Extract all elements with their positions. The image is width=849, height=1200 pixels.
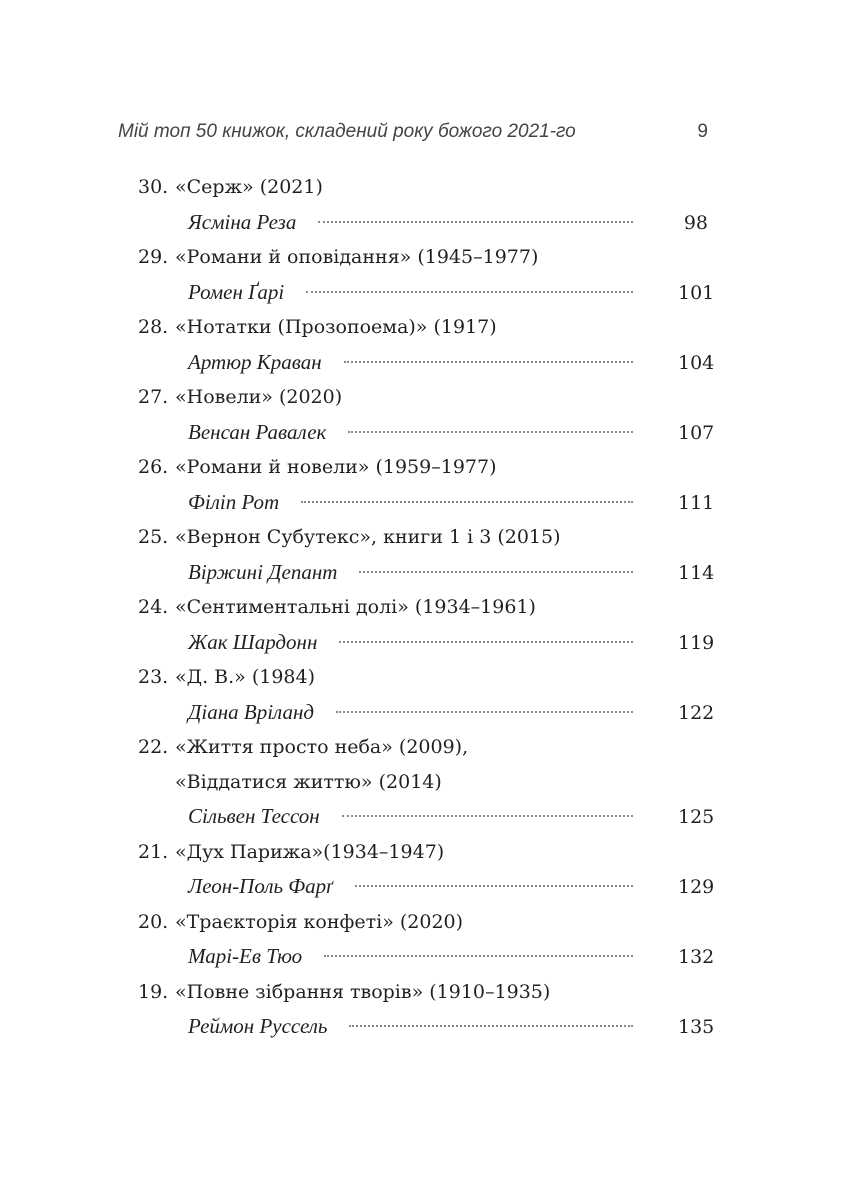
entry-author: Венсан Равалек (188, 419, 327, 444)
entry-page: 114 (678, 561, 715, 584)
entry-page: 111 (678, 491, 715, 514)
entry-page: 129 (678, 876, 715, 898)
page-number: 9 (697, 121, 708, 142)
entry-author: Ясміна Реза (188, 209, 297, 234)
entry-title: «Дух Парижа»(1934–1947) (175, 840, 445, 863)
entry-author: Діана Вріланд (188, 699, 314, 724)
entry-title: «Серж» (2021) (175, 176, 323, 198)
entry-page: 135 (678, 1016, 715, 1038)
entry-page: 98 (683, 211, 708, 234)
entry-title: «Новели» (2020) (175, 386, 343, 408)
entry-page: 107 (678, 421, 715, 444)
entry-author: Філіп Рот (188, 489, 280, 514)
dot-leader (359, 570, 633, 573)
running-title: Мій топ 50 книжок, складений року божого… (118, 121, 576, 142)
dot-leader (348, 430, 633, 433)
toc-entry[interactable]: 30. «Серж» (2021) Ясміна Реза 98 (138, 170, 708, 240)
entry-number: 29. (138, 246, 169, 268)
toc-entry[interactable]: 24. «Сентиментальні долі» (1934–1961) Жак … (138, 590, 715, 660)
entry-page: 122 (678, 701, 715, 724)
toc-entry[interactable]: 20. «Траєкторія конфеті» (2020) Марі-Ев Тю… (138, 905, 715, 975)
toc-entry[interactable]: 23. «Д. В.» (1984) Діана Вріланд 122 (138, 660, 715, 730)
toc-entry[interactable]: 19. «Повне зібрання творів» (1910–1935) Ре… (138, 975, 715, 1045)
entry-number: 25. (138, 526, 169, 548)
entry-title: «Нотатки (Прозопоема)» (1917) (175, 316, 497, 338)
dot-leader (318, 220, 633, 223)
table-of-contents: 30. «Серж» (2021) Ясміна Реза 98 29. «Романи … (138, 170, 715, 1045)
entry-title: «Життя просто неба» (2009), (175, 736, 469, 758)
entry-title: «Повне зібрання творів» (1910–1935) (175, 980, 551, 1003)
entry-title: «Д. В.» (1984) (175, 666, 315, 688)
toc-entry[interactable]: 21. «Дух Парижа»(1934–1947) Леон-Поль Фарґ… (138, 835, 715, 905)
entry-number: 19. (138, 980, 169, 1003)
dot-leader (343, 360, 633, 363)
entry-number: 24. (138, 596, 169, 618)
dot-leader (306, 290, 633, 293)
entry-number: 23. (138, 666, 169, 688)
toc-entry[interactable]: 22. «Життя просто неба» (2009), «Віддатися… (138, 730, 715, 835)
entry-number: 28. (138, 316, 169, 338)
dot-leader (339, 640, 633, 643)
toc-entry[interactable]: 27. «Новели» (2020) Венсан Равалек 107 (138, 380, 715, 450)
entry-page: 101 (678, 281, 715, 304)
entry-page: 104 (678, 351, 715, 374)
entry-author: Марі-Ев Тюо (188, 944, 303, 968)
dot-leader (354, 884, 633, 887)
entry-author: Реймон Руссель (188, 1014, 328, 1038)
entry-number: 26. (138, 456, 169, 478)
entry-number: 30. (138, 176, 169, 198)
dot-leader (341, 814, 633, 817)
entry-page: 119 (678, 631, 715, 654)
entry-author: Жак Шардонн (188, 629, 318, 654)
entry-page: 132 (678, 946, 715, 968)
toc-entry[interactable]: 29. «Романи й оповідання» (1945–1977) Роме… (138, 240, 715, 310)
entry-number: 20. (138, 910, 169, 933)
toc-entry[interactable]: 26. «Романи й новели» (1959–1977) Філіп Ро… (138, 450, 715, 520)
entry-title: «Романи й новели» (1959–1977) (175, 456, 497, 478)
entry-title: «Траєкторія конфеті» (2020) (175, 910, 464, 933)
entry-number: 27. (138, 386, 169, 408)
entry-author: Ромен Ґарі (188, 279, 285, 304)
entry-author: Сільвен Тессон (188, 804, 320, 828)
toc-entry[interactable]: 25. «Вернон Субутекс», книги 1 і 3 (2015)… (138, 520, 715, 590)
entry-title: «Романи й оповідання» (1945–1977) (175, 246, 539, 268)
entry-author: Артюр Краван (188, 349, 322, 374)
entry-number: 21. (138, 840, 169, 863)
entry-author: Леон-Поль Фарґ (188, 874, 333, 898)
dot-leader (349, 1024, 633, 1027)
running-header: Мій топ 50 книжок, складений року божого… (118, 121, 708, 143)
entry-title-continued: «Віддатися життю» (2014) (175, 770, 442, 793)
entry-page: 125 (678, 806, 715, 828)
dot-leader (301, 500, 633, 503)
entry-number: 22. (138, 736, 169, 758)
entry-author: Віржині Депант (188, 559, 338, 584)
dot-leader (324, 954, 633, 957)
toc-entry[interactable]: 28. «Нотатки (Прозопоема)» (1917) Артюр Кр… (138, 310, 715, 380)
entry-title: «Сентиментальні долі» (1934–1961) (175, 596, 536, 618)
dot-leader (335, 710, 633, 713)
entry-title: «Вернон Субутекс», книги 1 і 3 (2015) (175, 526, 561, 548)
